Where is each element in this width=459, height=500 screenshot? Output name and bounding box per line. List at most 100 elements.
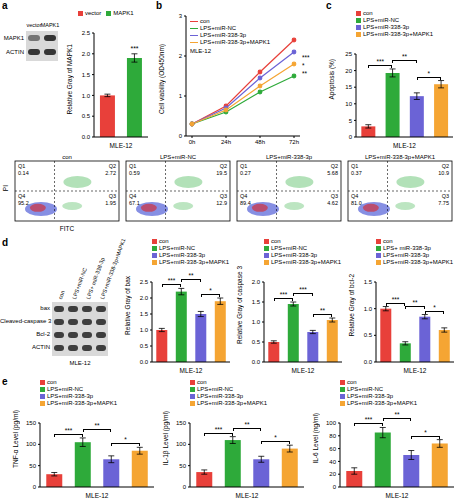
svg-text:LPS+miR-338-3p+MAPK1: LPS+miR-338-3p+MAPK1 bbox=[365, 154, 436, 160]
html-text:Cell viability (OD450nm): Cell viability (OD450nm) bbox=[157, 44, 165, 114]
svg-text:Q22.72: Q22.72 bbox=[105, 163, 116, 176]
svg-text:1.5: 1.5 bbox=[252, 299, 261, 305]
svg-text:0.0: 0.0 bbox=[140, 359, 149, 365]
svg-text:Q10.14: Q10.14 bbox=[18, 163, 29, 176]
svg-text:Q312.9: Q312.9 bbox=[216, 193, 227, 206]
svg-text:48h: 48h bbox=[255, 139, 265, 145]
svg-text:100: 100 bbox=[326, 420, 337, 426]
svg-text:1.0: 1.0 bbox=[140, 327, 149, 333]
svg-text:1: 1 bbox=[179, 93, 183, 99]
svg-text:50: 50 bbox=[179, 463, 186, 469]
svg-text:2.0: 2.0 bbox=[82, 51, 91, 57]
svg-text:2.0: 2.0 bbox=[140, 295, 149, 301]
svg-text:3: 3 bbox=[179, 13, 183, 19]
svg-text:15: 15 bbox=[345, 84, 352, 90]
svg-text:50: 50 bbox=[29, 463, 36, 469]
svg-text:Q481.0: Q481.0 bbox=[351, 193, 362, 206]
svg-text:MLE-12: MLE-12 bbox=[393, 142, 416, 148]
svg-text:1.5: 1.5 bbox=[364, 279, 373, 285]
svg-text:Q219.5: Q219.5 bbox=[216, 163, 227, 176]
html-text:LPS+miR-338-3p+MAPK1: LPS+miR-338-3p+MAPK1 bbox=[99, 237, 127, 301]
svg-text:Q489.4: Q489.4 bbox=[240, 193, 251, 206]
html-text:Relative Gray of bax: Relative Gray of bax bbox=[123, 276, 131, 335]
html-text:Relative Gray of MAPK1: Relative Gray of MAPK1 bbox=[65, 43, 73, 115]
html-text:con: con bbox=[57, 289, 66, 301]
svg-text:0: 0 bbox=[349, 134, 353, 140]
svg-text:10: 10 bbox=[345, 101, 352, 107]
html-text:TNF-α Level (pg/ml): TNF-α Level (pg/ml) bbox=[11, 409, 19, 468]
html-text:vector: vector bbox=[85, 10, 102, 16]
html-text:Relative Gray of bcl-2: Relative Gray of bcl-2 bbox=[347, 274, 355, 337]
svg-text:1.5: 1.5 bbox=[140, 311, 149, 317]
html-text:IL-6 Level (ng/ml): IL-6 Level (ng/ml) bbox=[311, 413, 319, 464]
svg-text:MLE-12: MLE-12 bbox=[404, 367, 427, 373]
svg-text:MLE-12: MLE-12 bbox=[292, 367, 315, 373]
svg-text:Q10.37: Q10.37 bbox=[351, 163, 362, 176]
svg-text:Q10.27: Q10.27 bbox=[240, 163, 251, 176]
svg-text:Q10.59: Q10.59 bbox=[129, 163, 140, 176]
svg-text:20: 20 bbox=[329, 471, 336, 477]
svg-text:2.5: 2.5 bbox=[82, 30, 91, 36]
svg-text:150: 150 bbox=[176, 420, 187, 426]
html-text:PI: PI bbox=[1, 184, 9, 192]
svg-text:con: con bbox=[62, 154, 72, 160]
svg-text:MLE-12: MLE-12 bbox=[180, 367, 203, 373]
html-text:MAPK1: MAPK1 bbox=[3, 35, 24, 41]
svg-text:2.5: 2.5 bbox=[140, 279, 149, 285]
svg-text:1.0: 1.0 bbox=[364, 306, 373, 312]
svg-text:Q34.62: Q34.62 bbox=[327, 193, 338, 206]
svg-text:0: 0 bbox=[33, 484, 37, 490]
html-text:ACTIN: ACTIN bbox=[6, 49, 24, 55]
html-text:b: b bbox=[156, 0, 163, 11]
svg-text:1.5: 1.5 bbox=[82, 72, 91, 78]
svg-text:0.5: 0.5 bbox=[252, 339, 261, 345]
svg-text:20: 20 bbox=[345, 68, 352, 74]
svg-text:72h: 72h bbox=[289, 139, 299, 145]
svg-text:24h: 24h bbox=[221, 139, 231, 145]
html-text:LPS+miR-NC: LPS+miR-NC bbox=[71, 266, 88, 301]
html-text:LPS+ miR-338-3p: LPS+ miR-338-3p bbox=[85, 256, 106, 301]
svg-text:2.0: 2.0 bbox=[252, 279, 261, 285]
svg-text:60: 60 bbox=[329, 446, 336, 452]
html-text:FITC: FITC bbox=[59, 225, 75, 232]
svg-text:MLE-12: MLE-12 bbox=[110, 142, 133, 148]
svg-text:Q37.75: Q37.75 bbox=[438, 193, 449, 206]
svg-text:0.0: 0.0 bbox=[82, 134, 91, 140]
svg-text:80: 80 bbox=[329, 433, 336, 439]
html-text:IL-1β Level (pg/ml): IL-1β Level (pg/ml) bbox=[161, 411, 169, 466]
svg-text:1.0: 1.0 bbox=[82, 93, 91, 99]
svg-text:100: 100 bbox=[26, 441, 37, 447]
svg-text:0h: 0h bbox=[189, 139, 196, 145]
svg-text:25: 25 bbox=[345, 51, 352, 57]
svg-text:5: 5 bbox=[349, 118, 353, 124]
svg-text:Q210.9: Q210.9 bbox=[438, 163, 449, 176]
svg-text:MLE-12: MLE-12 bbox=[386, 492, 409, 498]
svg-text:2: 2 bbox=[179, 53, 183, 59]
svg-text:Q467.1: Q467.1 bbox=[129, 193, 140, 206]
svg-text:1.0: 1.0 bbox=[252, 319, 261, 325]
svg-text:0.0: 0.0 bbox=[364, 359, 373, 365]
svg-text:100: 100 bbox=[176, 441, 187, 447]
svg-text:Q31.95: Q31.95 bbox=[105, 193, 116, 206]
html-text:Relative Gray of caspase 3: Relative Gray of caspase 3 bbox=[235, 266, 243, 345]
html-text:c: c bbox=[326, 0, 332, 11]
html-text:d: d bbox=[2, 237, 9, 248]
svg-text:Q495.2: Q495.2 bbox=[18, 193, 29, 206]
svg-text:150: 150 bbox=[26, 420, 37, 426]
svg-text:MLE-12: MLE-12 bbox=[86, 492, 109, 498]
svg-text:0: 0 bbox=[333, 484, 337, 490]
svg-text:0.5: 0.5 bbox=[82, 113, 91, 119]
svg-text:Q25.68: Q25.68 bbox=[327, 163, 338, 176]
html-text:Apoptosis (%): Apoptosis (%) bbox=[327, 58, 335, 100]
svg-text:0.0: 0.0 bbox=[252, 359, 261, 365]
svg-text:40: 40 bbox=[329, 459, 336, 465]
svg-text:0: 0 bbox=[183, 484, 187, 490]
svg-text:0: 0 bbox=[179, 133, 183, 139]
svg-text:MLE-12: MLE-12 bbox=[236, 492, 259, 498]
svg-text:0.5: 0.5 bbox=[140, 343, 149, 349]
svg-text:LPS+miR-NC: LPS+miR-NC bbox=[160, 154, 197, 160]
svg-text:0.5: 0.5 bbox=[364, 332, 373, 338]
html-text:vector MAPK1: vector MAPK1 bbox=[26, 22, 60, 28]
svg-text:LPS+miR-338-3p: LPS+miR-338-3p bbox=[266, 154, 313, 160]
html-text:a: a bbox=[2, 0, 8, 11]
